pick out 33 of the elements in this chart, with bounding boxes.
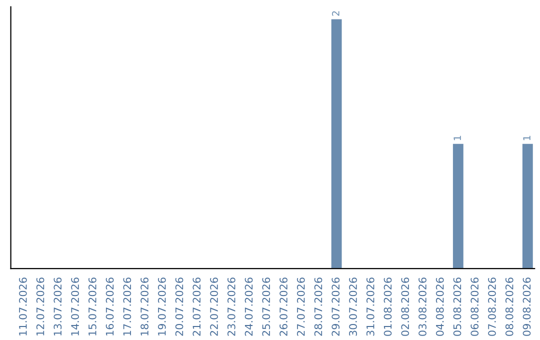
data-label: 1 <box>454 136 461 140</box>
x-tick-label: 31.07.2026 <box>366 278 374 336</box>
x-tick-label: 29.07.2026 <box>332 278 340 336</box>
x-tick-label: 27.07.2026 <box>296 278 305 336</box>
x-tick-label: 22.07.2026 <box>210 278 218 336</box>
data-label: 2 <box>332 11 340 16</box>
x-tick-label: 19.07.2026 <box>158 278 166 336</box>
x-tick-label: 18.07.2026 <box>140 278 148 336</box>
data-label: 1 <box>523 136 530 140</box>
x-tick-label: 30.07.2026 <box>349 278 357 336</box>
x-tick-label: 20.07.2026 <box>175 278 184 336</box>
x-tick-label: 16.07.2026 <box>106 278 114 336</box>
x-tick-label: 14.07.2026 <box>71 278 79 336</box>
x-tick-label: 13.07.2026 <box>54 278 62 336</box>
x-tick-label: 07.08.2026 <box>488 278 496 336</box>
x-tick-label: 11.07.2026 <box>18 278 27 336</box>
x-tick-label: 25.07.2026 <box>262 278 270 336</box>
x-tick-label: 03.08.2026 <box>418 278 426 336</box>
x-tick-label: 05.08.2026 <box>453 278 462 336</box>
x-tick-label: 06.08.2026 <box>470 278 479 336</box>
x-tick-label: 12.07.2026 <box>36 278 44 336</box>
x-tick-label: 21.07.2026 <box>192 278 201 336</box>
x-tick-label: 01.08.2026 <box>384 278 392 336</box>
x-tick-label: 08.08.2026 <box>505 278 514 336</box>
x-tick-label: 04.08.2026 <box>436 278 444 336</box>
x-tick-label: 26.07.2026 <box>280 278 288 336</box>
x-tick-label: 09.08.2026 <box>522 278 531 336</box>
x-tick-label: 02.08.2026 <box>401 278 410 336</box>
x-tick-label: 17.07.2026 <box>123 278 132 336</box>
x-tick-label: 15.07.2026 <box>88 278 96 336</box>
x-tick-label: 24.07.2026 <box>244 278 253 336</box>
x-tick-label: 28.07.2026 <box>314 278 322 336</box>
x-tick-label: 23.07.2026 <box>227 278 236 336</box>
